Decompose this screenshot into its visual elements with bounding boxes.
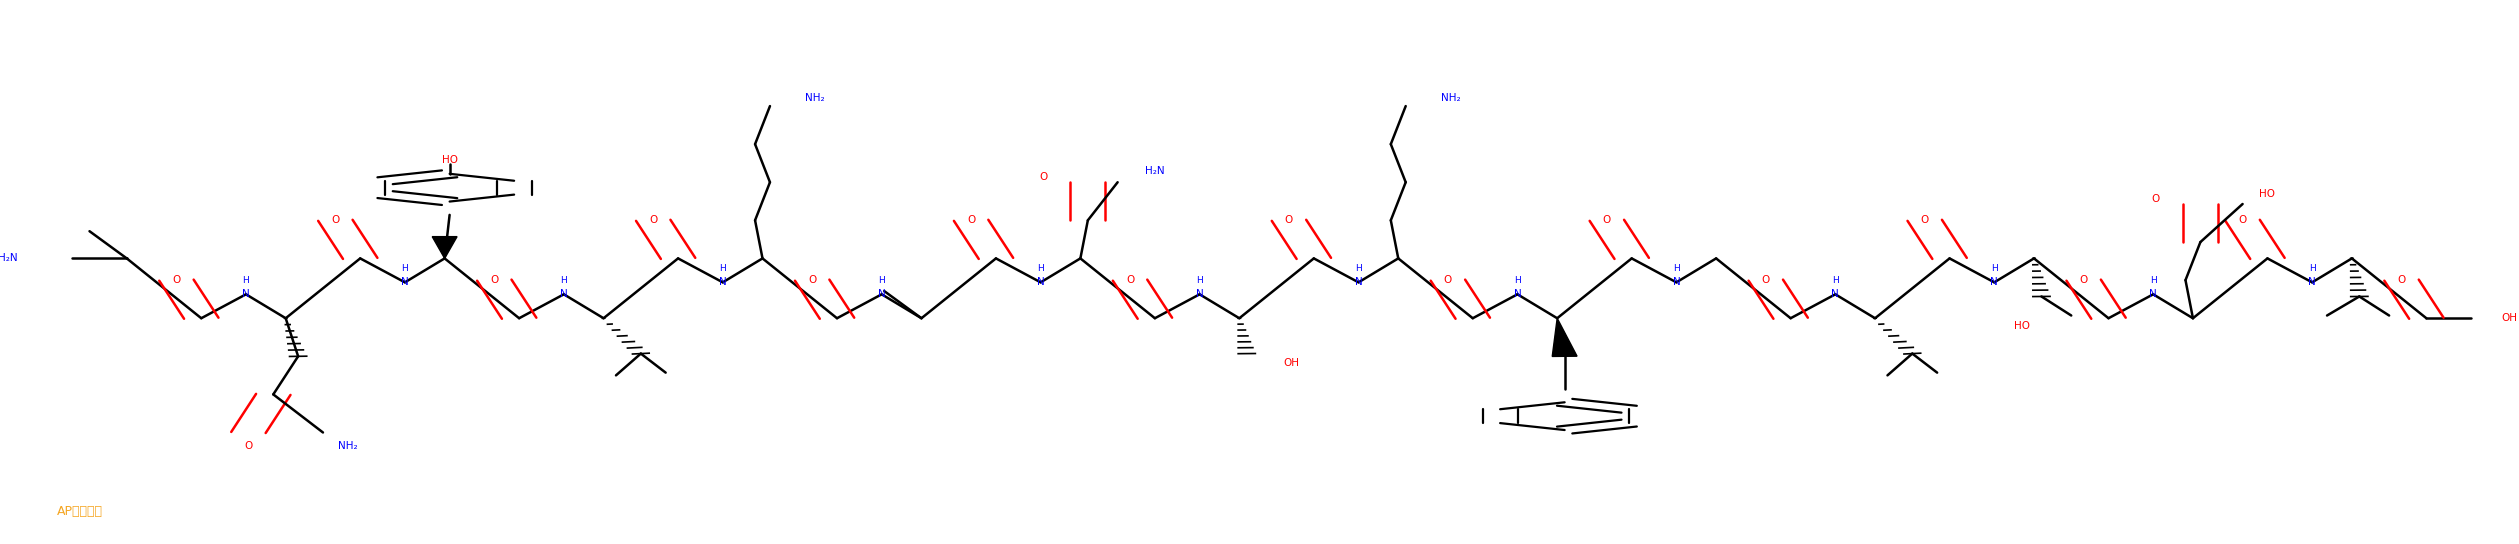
Polygon shape <box>1552 318 1577 356</box>
Text: N: N <box>1831 289 1839 299</box>
Text: H: H <box>1514 276 1521 285</box>
Text: H: H <box>879 276 884 285</box>
Text: H: H <box>1831 276 1839 285</box>
Text: O: O <box>1919 215 1930 225</box>
Text: O: O <box>491 275 499 285</box>
Text: O: O <box>2239 215 2247 225</box>
Polygon shape <box>433 237 456 258</box>
Text: H: H <box>1038 264 1043 273</box>
Text: O: O <box>2151 194 2159 203</box>
Text: H: H <box>720 264 725 273</box>
Text: H: H <box>242 276 249 285</box>
Text: N: N <box>559 289 567 299</box>
Text: NH₂: NH₂ <box>1441 93 1461 103</box>
Text: OH: OH <box>2501 313 2516 323</box>
Text: HO: HO <box>441 155 458 165</box>
Text: H: H <box>2149 276 2156 285</box>
Text: H: H <box>559 276 567 285</box>
Text: N: N <box>2149 289 2156 299</box>
Text: HO: HO <box>2013 322 2030 331</box>
Text: N: N <box>718 277 725 287</box>
Text: O: O <box>1038 172 1048 182</box>
Text: N: N <box>877 289 887 299</box>
Text: AP专肽生物: AP专肽生物 <box>58 505 103 518</box>
Text: O: O <box>171 275 181 285</box>
Text: O: O <box>809 275 816 285</box>
Text: N: N <box>1990 277 1998 287</box>
Text: N: N <box>1514 289 1521 299</box>
Text: O: O <box>1761 275 1771 285</box>
Text: O: O <box>1126 275 1134 285</box>
Text: NH₂: NH₂ <box>806 93 824 103</box>
Text: N: N <box>2307 277 2315 287</box>
Text: O: O <box>1443 275 1451 285</box>
Text: H: H <box>401 264 408 273</box>
Text: N: N <box>1355 277 1363 287</box>
Text: OH: OH <box>1285 358 1300 368</box>
Text: N: N <box>1673 277 1680 287</box>
Text: H: H <box>1673 264 1680 273</box>
Text: NH₂: NH₂ <box>338 441 358 451</box>
Text: O: O <box>2398 275 2406 285</box>
Text: O: O <box>1285 215 1292 225</box>
Text: H₂N: H₂N <box>1146 166 1164 176</box>
Text: N: N <box>401 277 408 287</box>
Text: O: O <box>1602 215 1612 225</box>
Text: HO: HO <box>2260 189 2275 199</box>
Text: H: H <box>1355 264 1363 273</box>
Text: N: N <box>1197 289 1204 299</box>
Text: H: H <box>2310 264 2315 273</box>
Text: O: O <box>244 441 252 451</box>
Text: H: H <box>1197 276 1204 285</box>
Text: O: O <box>650 215 657 225</box>
Text: O: O <box>330 215 340 225</box>
Text: H: H <box>1990 264 1998 273</box>
Text: N: N <box>242 289 249 299</box>
Text: O: O <box>967 215 975 225</box>
Text: H₂N: H₂N <box>0 254 18 263</box>
Text: N: N <box>1038 277 1045 287</box>
Text: O: O <box>2081 275 2088 285</box>
